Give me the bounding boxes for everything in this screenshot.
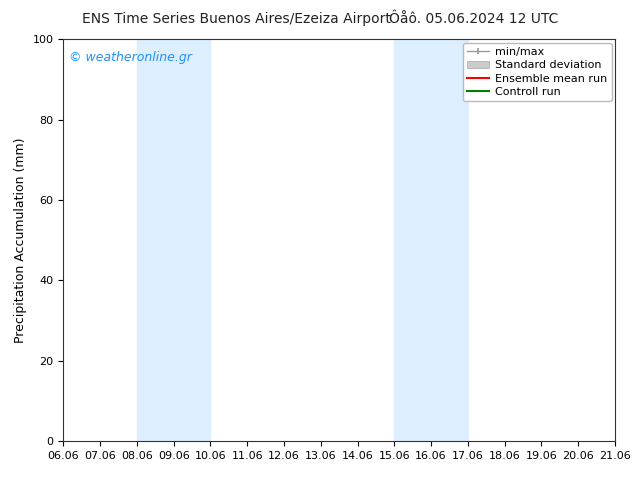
Legend: min/max, Standard deviation, Ensemble mean run, Controll run: min/max, Standard deviation, Ensemble me… [463,43,612,101]
Y-axis label: Precipitation Accumulation (mm): Precipitation Accumulation (mm) [14,137,27,343]
Bar [394,39,468,441]
Text: ENS Time Series Buenos Aires/Ezeiza Airport: ENS Time Series Buenos Aires/Ezeiza Airp… [82,12,391,26]
Text: © weatheronline.gr: © weatheronline.gr [69,51,192,64]
Text: Ôåô. 05.06.2024 12 UTC: Ôåô. 05.06.2024 12 UTC [389,12,558,26]
Bar [137,39,210,441]
